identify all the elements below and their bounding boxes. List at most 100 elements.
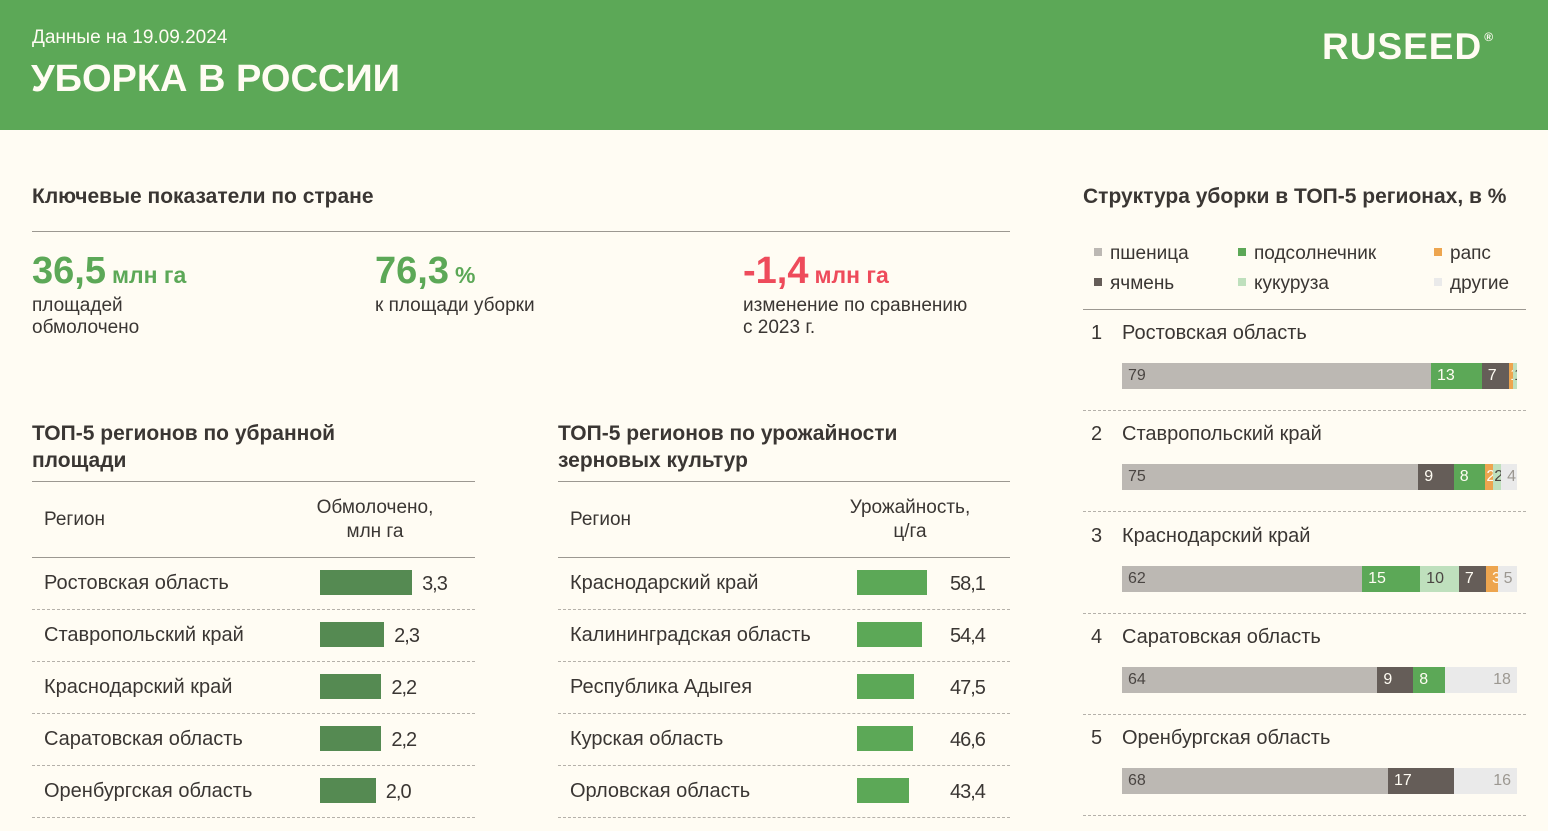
row-separator xyxy=(32,817,475,818)
row-separator xyxy=(558,713,1010,714)
table-row-region: Саратовская область xyxy=(44,728,243,750)
kpi-desc: изменение по сравнению xyxy=(743,295,968,316)
value-bar xyxy=(857,674,914,699)
kpi-value: 76,3 xyxy=(375,250,449,292)
table-row-region: Оренбургская область xyxy=(44,780,253,802)
row-separator xyxy=(558,661,1010,662)
kpi-section-title: Ключевые показатели по стране xyxy=(32,185,374,208)
table-row-region: Курская область xyxy=(570,728,724,750)
region-rank: 1 xyxy=(1091,322,1103,344)
table-row-value: 54,4 xyxy=(950,625,986,647)
segment-barley: 9 xyxy=(1418,464,1454,491)
structure-bar: 68 17 16 xyxy=(1122,768,1517,795)
row-separator xyxy=(32,609,475,610)
segment-barley: 7 xyxy=(1458,565,1486,592)
kpi-harvested-area: 36,5 млн га площадей обмолочено xyxy=(32,250,186,339)
table-row-value: 2,0 xyxy=(385,781,412,803)
value-bar xyxy=(320,570,412,595)
value-bar xyxy=(857,726,913,751)
divider xyxy=(558,557,1010,558)
legend-label: пшеница xyxy=(1110,243,1189,264)
row-separator xyxy=(1083,511,1526,513)
segment-other: 5 xyxy=(1497,565,1517,592)
segment-wheat: 75 xyxy=(1122,464,1419,491)
value-bar xyxy=(320,674,381,699)
region-name: Ростовская область xyxy=(1122,322,1307,344)
kpi-desc: с 2023 г. xyxy=(743,317,816,338)
value-bar xyxy=(320,778,376,803)
kpi-unit: % xyxy=(454,262,476,288)
kpi-unit: млн га xyxy=(814,262,889,288)
legend-swatch-icon xyxy=(1094,247,1102,256)
table-row-region: Калининградская область xyxy=(570,624,811,646)
region-name: Оренбургская область xyxy=(1122,727,1331,750)
segment-corn: 10 xyxy=(1420,565,1459,592)
table-title: ТОП-5 регионов по урожайности xyxy=(558,422,898,445)
segment-corn: 1 xyxy=(1513,363,1517,389)
legend-label: рапс xyxy=(1450,243,1491,264)
ruseed-logo: RUSEED ® xyxy=(1322,26,1494,68)
row-separator xyxy=(1083,815,1526,817)
table-row-value: 46,6 xyxy=(950,729,986,751)
table-row-value: 58,1 xyxy=(950,573,986,595)
region-name: Ставропольский край xyxy=(1122,423,1322,446)
row-separator xyxy=(1083,612,1526,614)
value-bar xyxy=(320,726,381,751)
value-bar xyxy=(857,622,922,647)
kpi-desc: площадей xyxy=(32,295,123,316)
segment-sunflower: 15 xyxy=(1362,565,1421,592)
segment-sunflower: 13 xyxy=(1430,363,1482,389)
legend-label: ячмень xyxy=(1110,273,1175,294)
kpi-desc: обмолочено xyxy=(32,317,140,338)
kpi-value: 36,5 xyxy=(32,250,106,292)
legend-label: подсолнечник xyxy=(1254,243,1377,264)
segment-rapeseed: 2 xyxy=(1485,464,1494,491)
page-title: УБОРКА В РОССИИ xyxy=(31,58,400,100)
column-header-value: Урожайность, xyxy=(849,497,971,518)
region-name: Саратовская область xyxy=(1122,625,1321,648)
table-title: ТОП-5 регионов по убранной xyxy=(32,422,336,445)
legend-item-other: другие xyxy=(1434,273,1509,295)
table-title: зерновых культур xyxy=(558,449,748,472)
legend-item-rapeseed: рапс xyxy=(1434,243,1491,265)
row-separator xyxy=(32,765,475,766)
data-date: Данные на 19.09.2024 xyxy=(32,27,228,48)
structure-bar: 75 9 8 2 2 4 xyxy=(1122,464,1517,491)
divider xyxy=(32,481,475,482)
table-row-region: Орловская область xyxy=(570,780,751,802)
legend-swatch-icon xyxy=(1094,277,1102,286)
row-separator xyxy=(32,713,475,714)
segment-wheat: 64 xyxy=(1122,666,1378,693)
kpi-value: -1,4 xyxy=(743,250,809,292)
segment-barley: 7 xyxy=(1481,363,1510,389)
kpi-harvest-share: 76,3% к площади уборки xyxy=(375,250,535,317)
table-title: площади xyxy=(32,449,127,472)
table-row-value: 3,3 xyxy=(422,573,448,595)
segment-barley: 9 xyxy=(1377,666,1414,693)
table-row-region: Ставропольский край xyxy=(44,624,244,646)
segment-other: 16 xyxy=(1454,768,1517,795)
value-bar xyxy=(320,622,384,647)
column-header-unit: ц/га xyxy=(893,521,927,542)
row-separator xyxy=(558,765,1010,766)
column-header-region: Регион xyxy=(570,509,632,530)
structure-bar: 7913711 xyxy=(1122,363,1517,389)
divider xyxy=(32,231,1010,232)
row-separator xyxy=(32,661,475,662)
legend-item-sunflower: подсолнечник xyxy=(1238,243,1376,265)
segment-sunflower: 8 xyxy=(1413,666,1446,693)
structure-title: Структура уборки в ТОП-5 регионах, в % xyxy=(1083,185,1507,208)
table-row-value: 43,4 xyxy=(950,781,986,803)
legend-swatch-icon xyxy=(1238,247,1246,256)
column-header-unit: млн га xyxy=(346,521,404,542)
column-header-value: Обмолочено, xyxy=(316,497,434,518)
region-rank: 4 xyxy=(1091,625,1103,648)
row-separator xyxy=(558,817,1010,818)
kpi-desc: к площади уборки xyxy=(375,295,535,316)
registered-mark: ® xyxy=(1484,30,1495,44)
table-row-value: 47,5 xyxy=(950,677,986,699)
segment-wheat: 62 xyxy=(1122,565,1363,592)
legend-swatch-icon xyxy=(1434,277,1442,286)
row-separator xyxy=(558,609,1010,610)
row-separator xyxy=(1083,410,1526,411)
